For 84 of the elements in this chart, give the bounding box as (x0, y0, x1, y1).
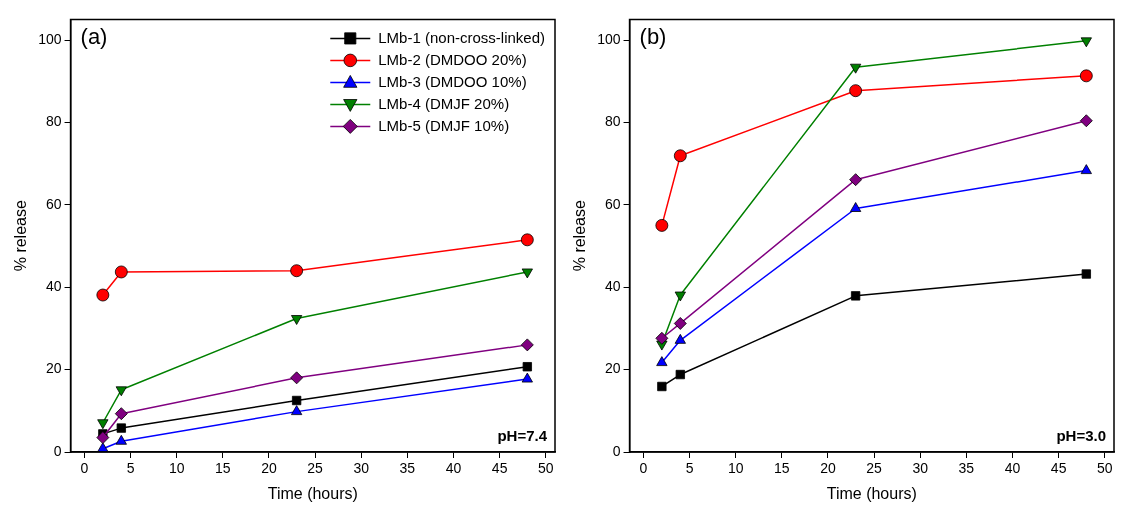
legend-label: LMb-4 (DMJF 20%) (378, 94, 510, 112)
point (1080, 164, 1092, 174)
x-tick-label: 5 (126, 460, 135, 477)
annotation: (b) (639, 24, 667, 50)
point (673, 317, 687, 330)
x-tick-label: 30 (912, 460, 929, 477)
x-tick-label: 45 (491, 460, 508, 477)
point (674, 333, 686, 344)
annotation: pH=7.4 (497, 426, 548, 444)
x-axis-title: Time (hours) (826, 484, 917, 502)
annotation: (a) (80, 24, 108, 50)
x-tick-label: 10 (727, 460, 744, 477)
point (522, 362, 532, 372)
legend-label: LMb-2 (DMDOO 20%) (378, 50, 527, 68)
point (520, 233, 534, 247)
x-tick-label: 0 (639, 460, 648, 477)
point (850, 202, 862, 212)
y-tick-label: 0 (53, 442, 62, 459)
y-tick-label: 0 (612, 442, 621, 459)
x-tick-label: 35 (399, 460, 416, 477)
y-tick-label: 80 (45, 113, 62, 130)
point (674, 291, 686, 302)
point (290, 371, 304, 385)
y-tick-label: 40 (45, 278, 62, 295)
point (115, 434, 127, 445)
y-tick-label: 40 (604, 278, 621, 295)
point (114, 265, 128, 279)
point (1080, 37, 1092, 48)
x-tick-label: 30 (353, 460, 370, 477)
point (290, 264, 304, 278)
x-tick-label: 25 (307, 460, 324, 477)
x-tick-label: 25 (866, 460, 883, 477)
point (97, 419, 109, 430)
x-tick-label: 35 (958, 460, 975, 477)
point (520, 338, 534, 352)
x-tick-label: 40 (1004, 460, 1021, 477)
point (1079, 114, 1093, 128)
y-tick-label: 60 (604, 195, 621, 212)
x-tick-label: 45 (1050, 460, 1067, 477)
point (655, 331, 669, 345)
legend-label: LMb-5 (DMJF 10%) (378, 116, 510, 134)
x-axis-title: Time (hours) (267, 484, 358, 502)
x-tick-label: 10 (168, 460, 185, 477)
point (1079, 69, 1093, 83)
x-tick-label: 40 (445, 460, 462, 477)
y-tick-label: 20 (45, 360, 62, 377)
y-axis-title: % release (571, 200, 589, 272)
point (521, 372, 533, 383)
point (850, 63, 862, 74)
x-tick-label: 50 (537, 460, 554, 477)
y-axis-title: % release (12, 200, 30, 272)
point (849, 84, 863, 98)
x-tick-label: 0 (80, 460, 89, 477)
point (96, 431, 110, 444)
point (115, 386, 127, 397)
point (291, 405, 303, 416)
x-tick-label: 50 (1096, 460, 1113, 477)
annotation: pH=3.0 (1056, 426, 1106, 444)
point (673, 149, 687, 163)
legend-label: LMb-3 (DMDOO 10%) (378, 72, 527, 90)
point (849, 173, 863, 187)
y-tick-label: 100 (38, 30, 62, 47)
legend-label: LMb-1 (non-cross-linked) (378, 28, 546, 46)
point (291, 395, 302, 406)
point (655, 219, 669, 232)
x-tick-label: 20 (820, 460, 836, 477)
x-tick-label: 5 (685, 460, 694, 477)
point (116, 423, 126, 433)
point (1081, 269, 1091, 279)
y-tick-label: 80 (604, 113, 621, 130)
point (114, 407, 128, 421)
point (675, 369, 685, 380)
y-tick-label: 100 (597, 30, 621, 47)
point (656, 356, 668, 366)
x-tick-label: 15 (774, 460, 790, 477)
x-tick-label: 15 (215, 460, 231, 477)
point (96, 288, 110, 302)
y-tick-label: 20 (604, 360, 621, 377)
point (657, 381, 667, 392)
y-tick-label: 60 (45, 195, 62, 212)
point (521, 268, 533, 279)
x-tick-label: 20 (261, 460, 277, 477)
point (291, 315, 303, 325)
point (850, 291, 861, 301)
